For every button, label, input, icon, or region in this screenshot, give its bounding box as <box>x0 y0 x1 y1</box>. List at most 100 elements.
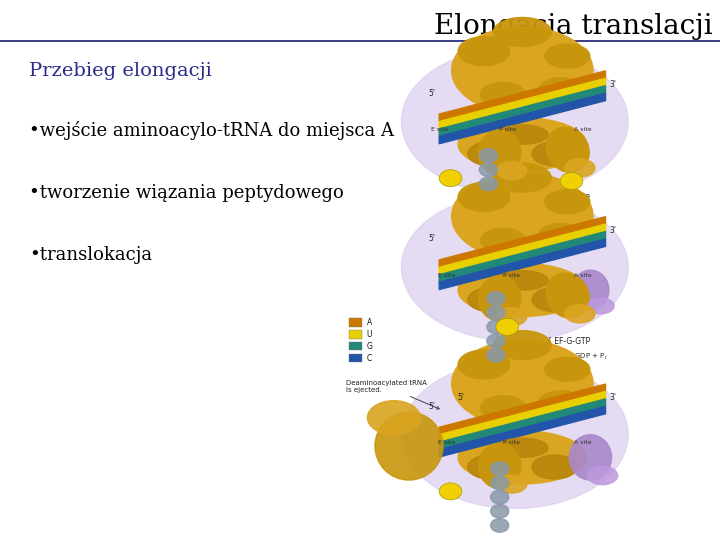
Text: E site: E site <box>438 441 455 446</box>
Polygon shape <box>439 78 606 129</box>
Text: E site: E site <box>431 127 448 132</box>
Ellipse shape <box>451 27 593 114</box>
Ellipse shape <box>468 455 513 479</box>
Ellipse shape <box>493 330 552 360</box>
Text: 3': 3' <box>609 80 616 89</box>
Text: A site: A site <box>574 273 592 278</box>
Polygon shape <box>439 217 606 267</box>
Ellipse shape <box>479 276 521 321</box>
Circle shape <box>487 334 505 348</box>
Ellipse shape <box>588 298 614 314</box>
Circle shape <box>487 292 505 305</box>
Text: A site: A site <box>574 127 592 132</box>
Ellipse shape <box>497 125 548 144</box>
Ellipse shape <box>497 438 548 457</box>
Bar <box>349 342 362 350</box>
Ellipse shape <box>468 142 513 166</box>
Ellipse shape <box>564 305 595 323</box>
Ellipse shape <box>375 412 443 480</box>
Ellipse shape <box>532 142 577 166</box>
Ellipse shape <box>458 183 510 212</box>
Text: C: C <box>366 354 372 362</box>
Polygon shape <box>439 86 606 137</box>
Text: Peptidyl
transferase: Peptidyl transferase <box>547 182 591 201</box>
Circle shape <box>487 306 505 320</box>
Ellipse shape <box>480 396 526 420</box>
Ellipse shape <box>572 270 609 310</box>
Circle shape <box>490 476 509 490</box>
Text: E site: E site <box>438 273 455 278</box>
Circle shape <box>480 148 498 163</box>
Text: $\rightarrow$EF-G-GDP + P$_i$: $\rightarrow$EF-G-GDP + P$_i$ <box>547 352 608 361</box>
Ellipse shape <box>468 288 513 312</box>
Circle shape <box>496 319 518 335</box>
Circle shape <box>487 320 505 334</box>
Ellipse shape <box>532 455 577 479</box>
Ellipse shape <box>451 173 593 260</box>
Circle shape <box>480 163 498 177</box>
Ellipse shape <box>545 190 590 214</box>
Ellipse shape <box>545 357 590 381</box>
Text: 5': 5' <box>457 393 464 402</box>
Text: P site: P site <box>503 273 520 278</box>
Polygon shape <box>439 232 606 282</box>
Ellipse shape <box>497 475 527 493</box>
Polygon shape <box>439 224 606 275</box>
Polygon shape <box>439 93 606 144</box>
Text: Elongacja translacji: Elongacja translacji <box>434 14 713 40</box>
Text: Przebieg elongacji: Przebieg elongacji <box>29 62 212 80</box>
Text: 5': 5' <box>428 402 436 411</box>
Circle shape <box>439 170 462 187</box>
Circle shape <box>560 172 583 190</box>
Ellipse shape <box>480 228 526 252</box>
Text: Deaminoacylated tRNA
is ejected.: Deaminoacylated tRNA is ejected. <box>346 380 439 409</box>
Circle shape <box>439 483 462 500</box>
Ellipse shape <box>497 271 548 290</box>
Text: •wejście aminoacylo-tRNA do miejsca A: •wejście aminoacylo-tRNA do miejsca A <box>29 122 394 140</box>
Bar <box>349 330 362 339</box>
Ellipse shape <box>539 391 583 415</box>
Ellipse shape <box>402 361 628 509</box>
Bar <box>349 318 362 327</box>
Ellipse shape <box>564 159 595 177</box>
Circle shape <box>480 177 498 191</box>
Polygon shape <box>439 392 606 442</box>
Ellipse shape <box>497 308 527 326</box>
Circle shape <box>487 348 505 362</box>
Text: 3': 3' <box>609 226 616 235</box>
Ellipse shape <box>402 48 628 195</box>
Circle shape <box>490 462 509 476</box>
Ellipse shape <box>458 264 587 316</box>
Ellipse shape <box>480 83 526 106</box>
Text: A site: A site <box>574 441 592 446</box>
Text: G: G <box>366 342 372 350</box>
Circle shape <box>490 504 509 518</box>
Text: { EF-G-GTP: { EF-G-GTP <box>547 336 590 345</box>
Ellipse shape <box>451 340 593 427</box>
Ellipse shape <box>402 194 628 341</box>
Text: •translokacja: •translokacja <box>29 246 152 264</box>
Ellipse shape <box>497 162 527 180</box>
Circle shape <box>490 518 509 532</box>
Text: 5': 5' <box>428 234 436 244</box>
Ellipse shape <box>545 44 590 68</box>
Ellipse shape <box>493 163 552 192</box>
Circle shape <box>490 490 509 504</box>
Text: A: A <box>366 318 372 327</box>
Polygon shape <box>439 239 606 289</box>
Ellipse shape <box>367 401 420 435</box>
Polygon shape <box>439 384 606 435</box>
Ellipse shape <box>546 273 589 318</box>
Ellipse shape <box>458 431 587 484</box>
Text: P site: P site <box>503 441 520 446</box>
Ellipse shape <box>546 127 589 172</box>
Polygon shape <box>439 71 606 122</box>
Text: P site: P site <box>499 127 516 132</box>
Text: 5': 5' <box>428 89 436 98</box>
Polygon shape <box>439 399 606 449</box>
Ellipse shape <box>458 350 510 379</box>
Ellipse shape <box>539 224 583 248</box>
Ellipse shape <box>458 118 587 171</box>
Polygon shape <box>439 406 606 457</box>
Ellipse shape <box>493 17 552 46</box>
